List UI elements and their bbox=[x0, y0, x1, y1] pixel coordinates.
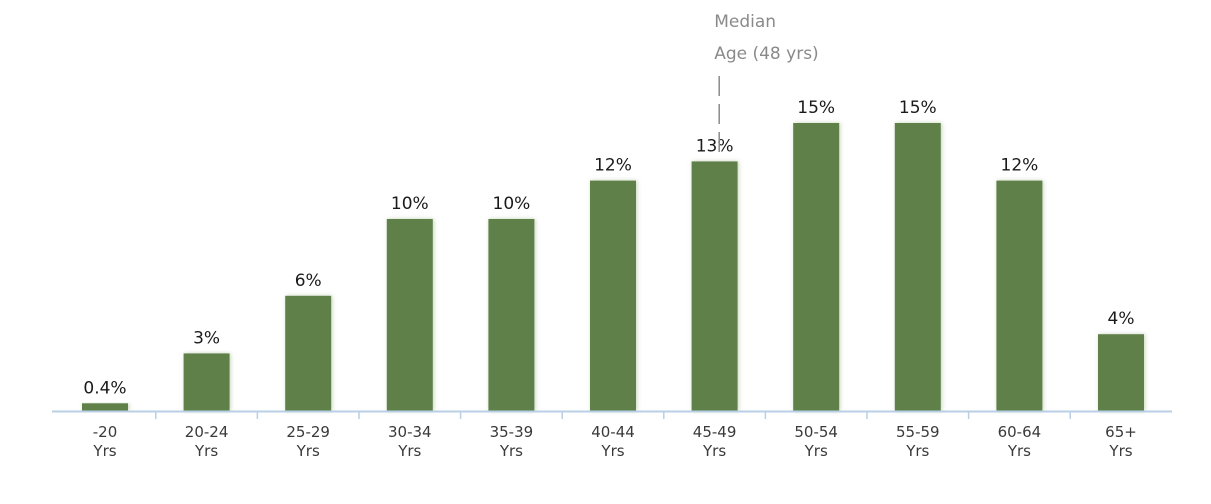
x-tick-sublabel: Yrs bbox=[905, 442, 929, 460]
bar-60-64 bbox=[996, 180, 1043, 411]
data-label-50-54: 15% bbox=[797, 98, 835, 118]
x-tick-sublabel: Yrs bbox=[92, 442, 116, 460]
bar-65+ bbox=[1098, 334, 1144, 411]
x-tick-label-40-44: 40-44 bbox=[591, 423, 635, 441]
data-label-35-39: 10% bbox=[493, 194, 531, 214]
data-label-45-49: 13% bbox=[696, 136, 734, 156]
x-axis: -20Yrs20-24Yrs25-29Yrs30-34Yrs35-39Yrs40… bbox=[52, 410, 1172, 460]
bar-20-24 bbox=[183, 353, 230, 411]
median-label-line1: Median bbox=[714, 12, 776, 32]
data-label-20-24: 3% bbox=[193, 328, 220, 348]
value-labels-layer: 0.4% 3% 6% 10% 10% 12% 13% 15% 15% 12% 4% bbox=[83, 98, 1134, 398]
x-tick-label-45-49: 45-49 bbox=[693, 423, 737, 441]
x-tick-label-30-34: 30-34 bbox=[388, 423, 432, 441]
x-tick-label--20: -20 bbox=[93, 423, 118, 441]
data-label-40-44: 12% bbox=[594, 156, 632, 176]
x-tick-sublabel: Yrs bbox=[702, 442, 726, 460]
x-tick-sublabel: Yrs bbox=[1007, 442, 1031, 460]
x-tick-sublabel: Yrs bbox=[397, 442, 421, 460]
data-label-65+: 4% bbox=[1108, 309, 1135, 329]
bar-55-59 bbox=[894, 123, 941, 411]
bar-45-49 bbox=[691, 161, 738, 411]
bar-35-39 bbox=[488, 219, 535, 411]
data-label-55-59: 15% bbox=[899, 98, 937, 118]
x-tick-label-25-29: 25-29 bbox=[286, 423, 330, 441]
x-tick-label-55-59: 55-59 bbox=[896, 423, 940, 441]
x-tick-sublabel: Yrs bbox=[499, 442, 523, 460]
x-tick-label-60-64: 60-64 bbox=[998, 423, 1042, 441]
data-label-60-64: 12% bbox=[1001, 156, 1039, 176]
bar--20 bbox=[82, 403, 128, 411]
median-label-line2: Age (48 yrs) bbox=[714, 44, 819, 64]
bar-50-54 bbox=[793, 123, 840, 411]
data-label-30-34: 10% bbox=[391, 194, 429, 214]
data-label-25-29: 6% bbox=[295, 271, 322, 291]
bar-25-29 bbox=[285, 295, 332, 411]
x-tick-sublabel: Yrs bbox=[1108, 442, 1132, 460]
median-annotation: Median Age (48 yrs) bbox=[714, 12, 819, 160]
x-tick-sublabel: Yrs bbox=[804, 442, 828, 460]
x-tick-label-65+: 65+ bbox=[1105, 423, 1137, 441]
bar-30-34 bbox=[386, 219, 433, 411]
data-label--20: 0.4% bbox=[83, 378, 126, 398]
x-tick-sublabel: Yrs bbox=[296, 442, 320, 460]
bars-layer bbox=[82, 123, 1144, 411]
x-tick-label-50-54: 50-54 bbox=[794, 423, 838, 441]
x-tick-label-20-24: 20-24 bbox=[185, 423, 229, 441]
x-tick-label-35-39: 35-39 bbox=[490, 423, 534, 441]
x-tick-sublabel: Yrs bbox=[194, 442, 218, 460]
x-tick-sublabel: Yrs bbox=[600, 442, 624, 460]
bar-40-44 bbox=[590, 180, 636, 411]
